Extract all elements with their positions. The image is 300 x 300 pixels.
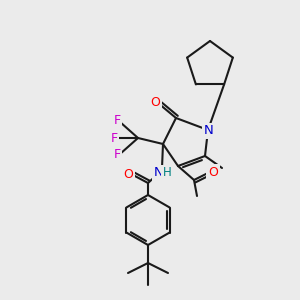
Text: N: N	[204, 124, 214, 137]
Text: O: O	[123, 167, 133, 181]
Text: N: N	[154, 167, 164, 179]
Text: F: F	[110, 131, 118, 145]
Text: O: O	[208, 166, 218, 178]
Text: H: H	[163, 167, 171, 179]
Text: O: O	[150, 97, 160, 110]
Text: F: F	[113, 115, 121, 128]
Text: F: F	[113, 148, 121, 161]
